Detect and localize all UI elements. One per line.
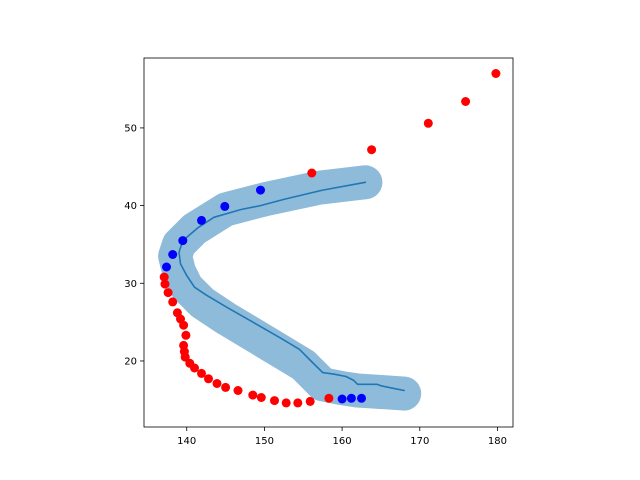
red-point-25 (270, 396, 279, 406)
red-point-12 (181, 330, 191, 340)
red-point-23 (248, 390, 258, 400)
series-line (178, 181, 405, 392)
y-axis: 20 30 40 50 (124, 123, 144, 367)
red-point-7 (163, 288, 173, 298)
blue-point-6 (337, 394, 347, 404)
red-point-24 (256, 393, 266, 402)
red-point-5 (159, 272, 169, 282)
band-path (158, 165, 422, 411)
x-tick-label-2: 160 (333, 436, 352, 447)
red-point-17 (190, 363, 199, 373)
red-point-11 (179, 320, 189, 330)
red-point-1 (461, 97, 471, 106)
red-point-6 (160, 279, 170, 289)
blue-point-3 (178, 236, 188, 246)
red-point-28 (305, 396, 315, 406)
x-tick-label-1: 150 (255, 436, 274, 447)
red-point-20 (212, 379, 222, 388)
y-tick-label-2: 40 (124, 201, 137, 212)
y-tick-label-0: 20 (124, 356, 137, 367)
red-point-27 (293, 398, 303, 408)
blue-point-1 (220, 201, 230, 211)
blue-point-4 (168, 250, 178, 259)
red-point-8 (168, 297, 178, 307)
red-point-4 (307, 168, 317, 178)
y-tick-label-3: 50 (124, 123, 137, 134)
red-point-21 (221, 382, 231, 392)
red-point-29 (324, 393, 334, 403)
blue-point-7 (346, 393, 356, 403)
plot-area-background (144, 58, 513, 427)
blue-point-0 (256, 185, 265, 195)
y-tick-label-1: 30 (124, 279, 137, 290)
red-point-26 (281, 398, 291, 408)
data-layer (158, 69, 501, 411)
x-tick-label-3: 170 (410, 436, 429, 447)
x-axis: 140 150 160 170 180 (177, 427, 507, 447)
red-point-0 (491, 69, 501, 78)
red-point-22 (233, 386, 243, 395)
red-point-3 (367, 145, 377, 155)
blue-point-5 (162, 262, 171, 272)
x-tick-label-4: 180 (488, 436, 507, 447)
red-point-18 (197, 368, 206, 378)
blue-point-2 (197, 215, 206, 225)
red-point-2 (423, 118, 433, 128)
red-point-19 (204, 374, 213, 384)
red-point-15 (180, 352, 190, 362)
x-tick-label-0: 140 (177, 436, 196, 447)
axes-frame (143, 57, 514, 428)
blue-point-8 (357, 393, 366, 403)
